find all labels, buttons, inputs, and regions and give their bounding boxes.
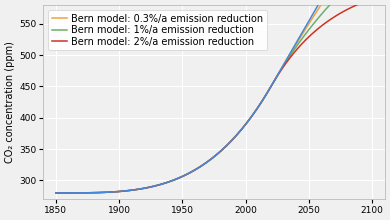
Bern model: 2%/a emission reduction: (2.02e+03, 447): 2%/a emission reduction: (2.02e+03, 447): [268, 87, 272, 90]
Bern model: 1%/a emission reduction: (1.96e+03, 322): 1%/a emission reduction: (1.96e+03, 322): [198, 165, 202, 168]
Line: Bern model: 1%/a emission reduction: Bern model: 1%/a emission reduction: [56, 0, 372, 193]
Bern model: 2%/a emission reduction: (1.95e+03, 305): 2%/a emission reduction: (1.95e+03, 305): [177, 176, 182, 179]
Bern model: 1%/a emission reduction: (2e+03, 385): 1%/a emission reduction: (2e+03, 385): [241, 126, 245, 129]
Bern model: 2%/a emission reduction: (2.04e+03, 503): 2%/a emission reduction: (2.04e+03, 503): [291, 52, 296, 54]
Bern model: 1%/a emission reduction: (2.04e+03, 508): 1%/a emission reduction: (2.04e+03, 508): [291, 49, 296, 51]
Bern model: 1%/a emission reduction: (2.02e+03, 447): 1%/a emission reduction: (2.02e+03, 447): [268, 87, 272, 90]
Bern model: 0.3%/a emission reduction: (2.02e+03, 447): 0.3%/a emission reduction: (2.02e+03, 44…: [268, 87, 272, 90]
Bern model: 0.3%/a emission reduction: (2e+03, 385): 0.3%/a emission reduction: (2e+03, 385): [241, 126, 245, 129]
Bern model: 0.3%/a emission reduction: (1.96e+03, 322): 0.3%/a emission reduction: (1.96e+03, 32…: [198, 165, 202, 168]
Bern model: 2%/a emission reduction: (2e+03, 385): 2%/a emission reduction: (2e+03, 385): [241, 126, 245, 129]
Legend: Bern model: 0.3%/a emission reduction, Bern model: 1%/a emission reduction, Bern: Bern model: 0.3%/a emission reduction, B…: [48, 10, 268, 50]
Bern model: 1%/a emission reduction: (1.95e+03, 305): 1%/a emission reduction: (1.95e+03, 305): [177, 176, 182, 179]
Bern model: 2%/a emission reduction: (2e+03, 392): 2%/a emission reduction: (2e+03, 392): [245, 121, 249, 124]
Bern model: 2%/a emission reduction: (1.96e+03, 322): 2%/a emission reduction: (1.96e+03, 322): [198, 165, 202, 168]
Y-axis label: CO₂ concentration (ppm): CO₂ concentration (ppm): [5, 41, 15, 163]
Line: Bern model: 0.3%/a emission reduction: Bern model: 0.3%/a emission reduction: [56, 0, 372, 193]
Line: Bern model: 2%/a emission reduction: Bern model: 2%/a emission reduction: [56, 0, 372, 193]
Bern model: 1%/a emission reduction: (1.85e+03, 280): 1%/a emission reduction: (1.85e+03, 280): [53, 192, 58, 194]
Bern model: 2%/a emission reduction: (1.85e+03, 280): 2%/a emission reduction: (1.85e+03, 280): [53, 192, 58, 194]
Bern model: 0.3%/a emission reduction: (1.85e+03, 280): 0.3%/a emission reduction: (1.85e+03, 28…: [53, 192, 58, 194]
Bern model: 0.3%/a emission reduction: (2e+03, 392): 0.3%/a emission reduction: (2e+03, 392): [245, 121, 249, 124]
Bern model: 0.3%/a emission reduction: (2.04e+03, 511): 0.3%/a emission reduction: (2.04e+03, 51…: [291, 47, 296, 49]
Bern model: 0.3%/a emission reduction: (1.95e+03, 305): 0.3%/a emission reduction: (1.95e+03, 30…: [177, 176, 182, 179]
Bern model: 1%/a emission reduction: (2e+03, 392): 1%/a emission reduction: (2e+03, 392): [245, 121, 249, 124]
